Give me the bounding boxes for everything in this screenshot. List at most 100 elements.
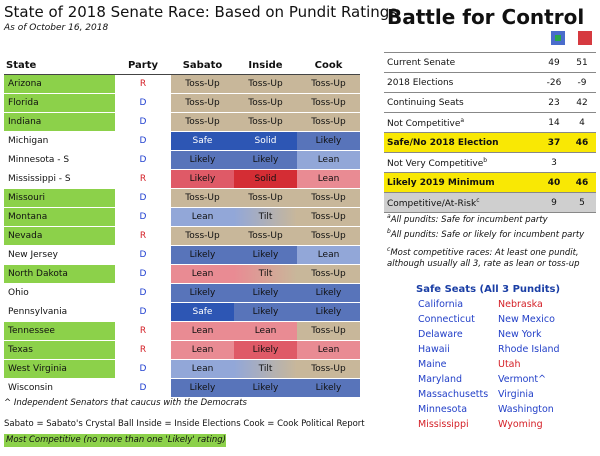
- battle-label-text: Safe/No 2018 Election: [387, 137, 499, 148]
- party-cell: D: [115, 93, 171, 113]
- republican-value: -9: [568, 72, 596, 93]
- sabato-rating-cell: Lean: [171, 340, 234, 360]
- safe-seat-item: New Mexico: [498, 314, 555, 325]
- battle-label: Not Very Competitiveb: [384, 152, 540, 173]
- democrat-value: 37: [540, 132, 568, 153]
- as-of-date: As of October 16, 2018: [4, 23, 109, 33]
- inside-rating-cell: Toss-Up: [234, 188, 297, 208]
- democrat-value: 40: [540, 172, 568, 193]
- cook-rating-cell: Lean: [297, 245, 360, 265]
- inside-rating-cell: Likely: [234, 302, 297, 322]
- sabato-rating-cell: Toss-Up: [171, 74, 234, 94]
- cook-rating-cell: Toss-Up: [297, 188, 360, 208]
- cook-rating-cell: Lean: [297, 340, 360, 360]
- sabato-rating-cell: Toss-Up: [171, 188, 234, 208]
- republican-value: 42: [568, 92, 596, 113]
- safe-seat-item: Hawaii: [418, 344, 450, 355]
- footnote-marker: b: [387, 227, 391, 235]
- sabato-rating-cell: Safe: [171, 302, 234, 322]
- safe-seat-item: Rhode Island: [498, 344, 560, 355]
- cook-rating-cell: Lean: [297, 150, 360, 170]
- footnote-marker: c: [387, 245, 391, 253]
- state-cell: Arizona: [4, 74, 115, 94]
- party-cell: R: [115, 226, 171, 246]
- battle-label: Competitive/At-Riskc: [384, 192, 540, 213]
- table-row: Indiana D Toss-Up Toss-Up Toss-Up: [4, 112, 360, 132]
- republican-value: 51: [568, 52, 596, 73]
- table-row: Mississippi - S R Likely Solid Lean: [4, 169, 360, 189]
- sabato-rating-cell: Lean: [171, 264, 234, 284]
- sabato-rating-cell: Lean: [171, 359, 234, 379]
- table-row: Missouri D Toss-Up Toss-Up Toss-Up: [4, 188, 360, 208]
- battle-row: Not Competitivea 14 4: [384, 112, 596, 133]
- party-cell: D: [115, 131, 171, 151]
- safe-seat-item: Utah: [498, 359, 521, 370]
- state-cell: Pennsylvania: [4, 302, 115, 322]
- table-row: Ohio D Likely Likely Likely: [4, 283, 360, 303]
- republican-value: [568, 152, 596, 173]
- state-cell: Ohio: [4, 283, 115, 303]
- state-cell: Missouri: [4, 188, 115, 208]
- table-row: Pennsylvania D Safe Likely Likely: [4, 302, 360, 322]
- safe-seat-item: Minnesota: [418, 404, 468, 415]
- democrat-value: 14: [540, 112, 568, 133]
- safe-seat-item: California: [418, 299, 464, 310]
- state-cell: Mississippi - S: [4, 169, 115, 189]
- footnote-marker: b: [483, 156, 488, 164]
- state-cell: Indiana: [4, 112, 115, 132]
- battle-table: Current Senate 49 51 2018 Elections -26 -9 Con…: [384, 52, 596, 213]
- battle-row: Continuing Seats 23 42: [384, 92, 596, 113]
- state-cell: North Dakota: [4, 264, 115, 284]
- republican-value: 46: [568, 132, 596, 153]
- table-row: Michigan D Safe Solid Likely: [4, 131, 360, 151]
- inside-rating-cell: Toss-Up: [234, 226, 297, 246]
- party-cell: D: [115, 112, 171, 132]
- party-cell: D: [115, 264, 171, 284]
- sabato-rating-cell: Toss-Up: [171, 93, 234, 113]
- safe-seat-item: Delaware: [418, 329, 463, 340]
- battle-notes: aAll pundits: Safe for incumbent party bA…: [387, 211, 584, 270]
- table-row: North Dakota D Lean Tilt Toss-Up: [4, 264, 360, 284]
- cook-rating-cell: Likely: [297, 302, 360, 322]
- republican-value: 46: [568, 172, 596, 193]
- republican-color-swatch: [578, 31, 592, 45]
- table-row: Texas R Lean Likely Lean: [4, 340, 360, 360]
- table-row: Tennessee R Lean Lean Toss-Up: [4, 321, 360, 341]
- battle-note: although usually all 3, rate as lean or …: [387, 258, 584, 270]
- state-cell: Minnesota - S: [4, 150, 115, 170]
- democrat-value: 9: [540, 192, 568, 213]
- republican-value: 5: [568, 192, 596, 213]
- cook-rating-cell: Toss-Up: [297, 321, 360, 341]
- cook-rating-cell: Likely: [297, 131, 360, 151]
- sabato-rating-cell: Lean: [171, 207, 234, 227]
- battle-label-text: Competitive/At-Risk: [387, 198, 477, 209]
- battle-label-text: Not Very Competitive: [387, 158, 484, 169]
- cook-rating-cell: Lean: [297, 169, 360, 189]
- ratings-body: Arizona R Toss-Up Toss-Up Toss-Up Florida D Tos…: [4, 74, 360, 398]
- sabato-rating-cell: Likely: [171, 283, 234, 303]
- battle-label: Likely 2019 Minimum: [384, 172, 540, 193]
- state-cell: Wisconsin: [4, 378, 115, 398]
- inside-rating-cell: Tilt: [234, 359, 297, 379]
- republican-value: 4: [568, 112, 596, 133]
- state-cell: Montana: [4, 207, 115, 227]
- most-competitive-legend: Most Competitive (no more than one 'Like…: [4, 434, 226, 447]
- party-cell: R: [115, 74, 171, 94]
- democrat-value: 23: [540, 92, 568, 113]
- cook-rating-cell: Toss-Up: [297, 264, 360, 284]
- inside-rating-cell: Solid: [234, 131, 297, 151]
- safe-seat-item: Massachusetts: [418, 389, 489, 400]
- sabato-rating-cell: Toss-Up: [171, 112, 234, 132]
- battle-note: bAll pundits: Safe or likely for incumbe…: [387, 226, 584, 241]
- sabato-rating-cell: Likely: [171, 245, 234, 265]
- sabato-rating-cell: Likely: [171, 150, 234, 170]
- battle-label-text: 2018 Elections: [387, 77, 454, 88]
- battle-label-text: Continuing Seats: [387, 97, 464, 108]
- inside-rating-cell: Tilt: [234, 207, 297, 227]
- table-row: Montana D Lean Tilt Toss-Up: [4, 207, 360, 227]
- cook-rating-cell: Toss-Up: [297, 112, 360, 132]
- cook-rating-cell: Toss-Up: [297, 207, 360, 227]
- cook-rating-cell: Likely: [297, 378, 360, 398]
- party-cell: R: [115, 321, 171, 341]
- safe-seat-item: Vermont^: [498, 374, 547, 385]
